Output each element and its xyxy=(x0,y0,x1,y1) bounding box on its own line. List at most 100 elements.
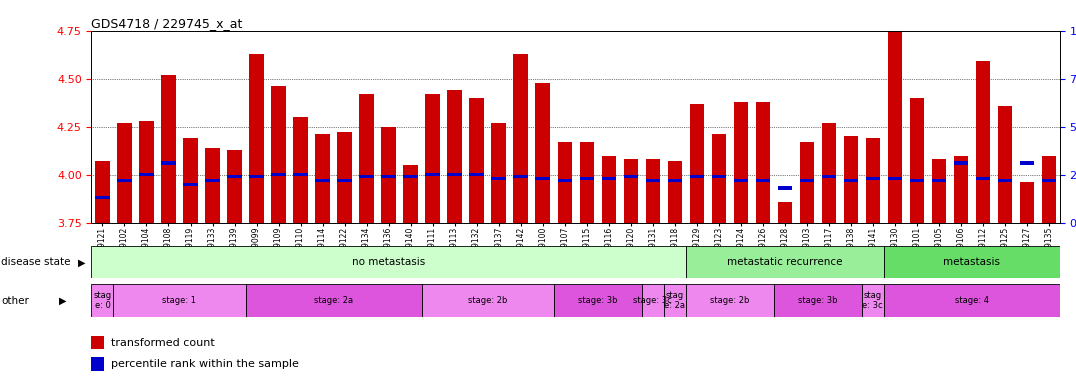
Bar xyxy=(888,29,902,223)
Bar xyxy=(774,284,862,317)
Bar xyxy=(799,179,813,182)
Text: stage: 2b: stage: 2b xyxy=(710,296,749,305)
Bar xyxy=(161,162,175,165)
Bar xyxy=(113,284,245,317)
Bar xyxy=(139,173,154,177)
Bar xyxy=(315,179,329,182)
Bar xyxy=(641,284,664,317)
Bar xyxy=(117,179,131,182)
Bar xyxy=(96,196,110,200)
Bar xyxy=(778,186,792,190)
Text: stag
e: 0: stag e: 0 xyxy=(94,291,112,310)
Bar xyxy=(206,148,220,223)
Bar xyxy=(664,284,685,317)
Bar xyxy=(690,104,704,223)
Text: stage: 2b: stage: 2b xyxy=(468,296,507,305)
Bar xyxy=(711,134,726,223)
Bar xyxy=(557,142,571,223)
Bar xyxy=(883,246,1060,278)
Bar xyxy=(734,102,748,223)
Bar xyxy=(245,284,422,317)
Bar xyxy=(844,136,858,223)
Bar xyxy=(1020,162,1034,165)
Bar xyxy=(932,179,946,182)
Bar xyxy=(690,175,704,178)
Bar xyxy=(557,179,571,182)
Bar xyxy=(580,177,594,180)
Bar xyxy=(601,177,615,180)
Text: stag
e: 3c: stag e: 3c xyxy=(863,291,883,310)
Bar xyxy=(139,121,154,223)
Bar xyxy=(425,94,440,223)
Bar xyxy=(685,246,883,278)
Bar xyxy=(953,156,968,223)
Text: metastatic recurrence: metastatic recurrence xyxy=(727,257,843,267)
Bar xyxy=(844,179,858,182)
Bar xyxy=(755,102,770,223)
Bar xyxy=(1020,182,1034,223)
Bar xyxy=(359,94,373,223)
Bar xyxy=(888,177,902,180)
Bar xyxy=(425,173,440,177)
Bar xyxy=(206,179,220,182)
Text: stage: 3b: stage: 3b xyxy=(578,296,618,305)
Bar xyxy=(381,175,396,178)
Text: no metastasis: no metastasis xyxy=(352,257,425,267)
Bar xyxy=(685,284,774,317)
Bar xyxy=(865,138,880,223)
Bar xyxy=(1042,179,1056,182)
Bar xyxy=(404,175,417,178)
Bar xyxy=(271,173,286,177)
Bar xyxy=(513,175,528,178)
Bar xyxy=(492,177,506,180)
Bar xyxy=(997,106,1013,223)
Bar xyxy=(536,177,550,180)
Bar xyxy=(161,75,175,223)
Bar xyxy=(554,284,641,317)
Bar xyxy=(667,161,682,223)
Bar xyxy=(734,179,748,182)
Bar xyxy=(469,173,484,177)
Bar xyxy=(404,165,417,223)
Bar xyxy=(315,134,329,223)
Bar xyxy=(227,175,242,178)
Text: stage: 1: stage: 1 xyxy=(162,296,197,305)
Bar xyxy=(883,284,1060,317)
Bar xyxy=(862,284,883,317)
Text: other: other xyxy=(1,296,29,306)
Bar xyxy=(271,86,286,223)
Bar xyxy=(183,183,198,186)
Bar xyxy=(250,54,264,223)
Bar xyxy=(976,177,990,180)
Bar xyxy=(448,90,462,223)
Bar xyxy=(755,179,770,182)
Text: metastasis: metastasis xyxy=(944,257,1001,267)
Bar xyxy=(646,159,660,223)
Bar xyxy=(997,179,1013,182)
Bar xyxy=(667,179,682,182)
Text: stage: 3c: stage: 3c xyxy=(634,296,672,305)
Bar xyxy=(580,142,594,223)
Text: stage: 3b: stage: 3b xyxy=(798,296,837,305)
Bar xyxy=(822,175,836,178)
Bar xyxy=(778,202,792,223)
Bar xyxy=(1042,156,1056,223)
Bar xyxy=(381,127,396,223)
Bar xyxy=(909,98,924,223)
Bar xyxy=(623,159,638,223)
Bar xyxy=(96,161,110,223)
Text: percentile rank within the sample: percentile rank within the sample xyxy=(111,359,299,369)
Bar xyxy=(250,175,264,178)
Bar xyxy=(865,177,880,180)
Text: ▶: ▶ xyxy=(77,257,85,267)
Bar xyxy=(976,61,990,223)
Bar xyxy=(513,54,528,223)
Bar xyxy=(601,156,615,223)
Text: GDS4718 / 229745_x_at: GDS4718 / 229745_x_at xyxy=(91,17,243,30)
Bar xyxy=(359,175,373,178)
Bar xyxy=(932,159,946,223)
Bar xyxy=(646,179,660,182)
Bar xyxy=(953,162,968,165)
Bar xyxy=(469,98,484,223)
Bar xyxy=(117,123,131,223)
